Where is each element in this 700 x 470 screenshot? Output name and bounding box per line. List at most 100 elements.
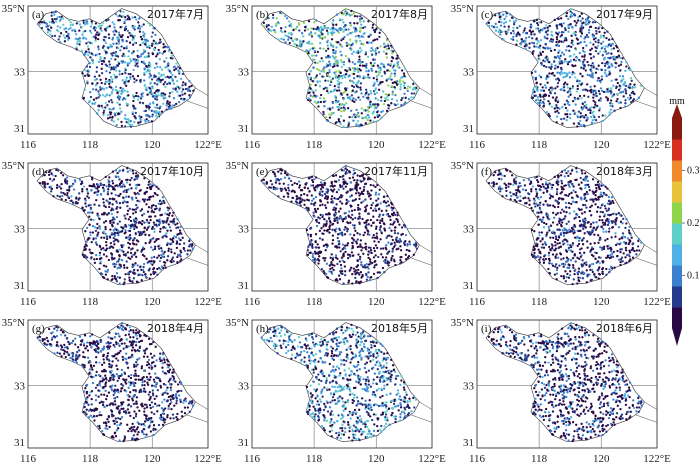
station-dot	[125, 181, 129, 184]
station-dot	[565, 12, 569, 15]
station-dot	[92, 35, 95, 39]
station-dot	[323, 192, 327, 196]
station-dot	[344, 181, 347, 185]
station-dot	[92, 183, 95, 186]
station-dot	[265, 182, 268, 185]
station-dot	[183, 249, 187, 253]
station-dot	[562, 117, 566, 120]
station-dot	[351, 272, 354, 276]
station-dot	[186, 253, 189, 256]
station-dot	[172, 260, 175, 263]
station-dot	[599, 246, 602, 249]
station-dot	[366, 113, 369, 117]
station-dot	[316, 243, 319, 246]
station-dot	[134, 111, 137, 115]
station-dot	[505, 12, 509, 15]
station-dot	[591, 118, 594, 122]
station-dot	[321, 238, 324, 241]
station-dot	[590, 70, 593, 73]
station-dot	[102, 197, 105, 201]
station-dot	[385, 248, 388, 251]
station-dot	[58, 19, 62, 23]
station-dot	[569, 93, 572, 97]
station-dot	[118, 194, 121, 198]
station-dot	[382, 247, 385, 250]
station-dot	[80, 49, 84, 53]
station-dot	[579, 115, 582, 119]
station-dot	[377, 70, 380, 74]
station-dot	[544, 24, 548, 27]
station-dot	[115, 215, 119, 219]
station-dot	[332, 19, 335, 22]
station-dot	[93, 78, 97, 82]
station-dot	[524, 41, 527, 45]
station-dot	[350, 52, 354, 55]
station-dot	[494, 14, 497, 17]
station-dot	[601, 54, 604, 57]
station-dot	[373, 240, 376, 243]
station-dot	[346, 107, 350, 110]
station-dot	[117, 113, 120, 116]
station-dot	[509, 191, 512, 194]
station-dot	[502, 13, 505, 16]
station-dot	[318, 191, 322, 194]
station-dot	[560, 59, 563, 63]
station-dot	[154, 97, 157, 100]
station-dot	[369, 276, 372, 279]
station-dot	[189, 249, 192, 252]
station-dot	[583, 55, 586, 58]
station-dot	[595, 261, 598, 264]
station-dot	[396, 211, 399, 214]
station-dot	[156, 273, 159, 276]
station-dot	[395, 240, 399, 243]
station-dot	[636, 245, 640, 248]
station-dot	[59, 26, 62, 29]
station-dot	[504, 20, 508, 24]
station-dot	[320, 183, 323, 186]
station-dot	[311, 254, 315, 258]
station-dot	[377, 193, 381, 196]
station-dot	[143, 32, 146, 36]
station-dot	[348, 66, 351, 70]
station-dot	[96, 193, 99, 197]
station-dot	[351, 31, 354, 34]
station-dot	[97, 33, 101, 36]
station-dot	[332, 23, 335, 27]
station-dot	[369, 206, 373, 210]
station-dot	[84, 247, 87, 251]
station-dot	[610, 63, 613, 66]
lat-tick-label: 31	[463, 123, 474, 135]
station-dot	[564, 81, 567, 84]
station-dot	[334, 174, 338, 177]
station-dot	[177, 94, 180, 97]
station-dot	[118, 70, 121, 73]
station-dot	[535, 18, 539, 22]
station-dot	[300, 189, 304, 192]
station-dot	[327, 91, 330, 95]
station-dot	[158, 221, 161, 225]
station-dot	[384, 97, 387, 100]
station-dot	[404, 96, 407, 99]
station-dot	[404, 253, 407, 256]
station-dot	[573, 19, 576, 23]
station-dot	[162, 94, 165, 97]
station-dot	[363, 182, 367, 186]
station-dot	[142, 48, 146, 52]
station-dot	[348, 13, 351, 16]
station-dot	[554, 78, 558, 81]
station-dot	[628, 67, 632, 70]
station-dot	[152, 39, 155, 42]
station-dot	[579, 72, 582, 75]
station-dot	[403, 81, 406, 85]
station-dot	[570, 41, 573, 45]
station-dot	[387, 93, 390, 97]
station-dot	[361, 64, 364, 67]
station-dot	[351, 246, 355, 249]
station-dot	[134, 107, 137, 110]
station-dot	[141, 214, 144, 217]
station-dot	[601, 260, 604, 263]
station-dot	[157, 187, 160, 190]
station-dot	[121, 72, 124, 76]
station-dot	[291, 39, 294, 42]
station-dot	[42, 19, 45, 22]
